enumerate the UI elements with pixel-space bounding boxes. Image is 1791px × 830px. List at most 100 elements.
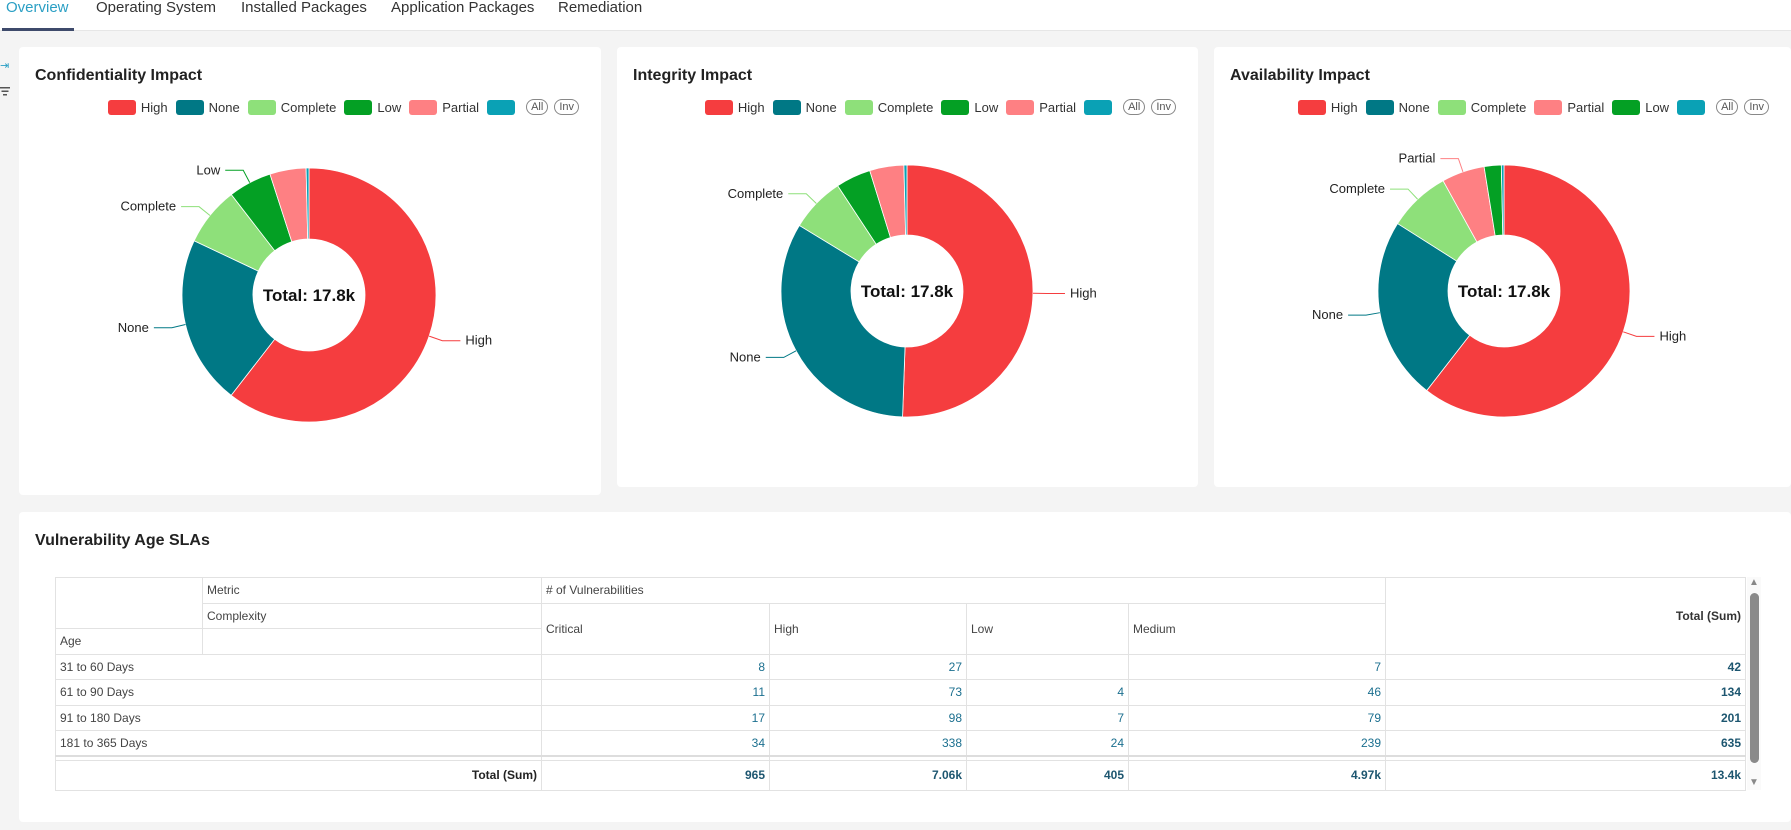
legend-label: Partial	[442, 99, 480, 115]
chart-legend: High None Complete Low Partial All Inv	[100, 99, 579, 115]
row-total-cell[interactable]: 134	[1385, 679, 1746, 706]
label-leader-line	[428, 335, 461, 342]
grand-total-cell[interactable]: 13.4k	[1385, 759, 1746, 791]
slice-high[interactable]	[230, 167, 437, 423]
legend-label: High	[737, 99, 765, 115]
legend-item[interactable]	[1677, 99, 1710, 115]
slice-other[interactable]	[305, 167, 310, 240]
legend-invert-button[interactable]: Inv	[554, 99, 579, 115]
expand-panel-icon[interactable]: ⇥	[0, 60, 10, 72]
scrollbar-thumb[interactable]	[1750, 593, 1759, 763]
legend-item[interactable]: None	[1365, 99, 1430, 115]
slice-label: Partial	[1399, 151, 1436, 166]
column-total-cell[interactable]: 405	[966, 759, 1129, 791]
value-cell[interactable]: 98	[769, 704, 967, 731]
sla-pivot-table: Metric # of Vulnerabilities Total (Sum) …	[55, 577, 1746, 791]
column-total-cell[interactable]: 7.06k	[769, 759, 967, 791]
legend-item[interactable]: Low	[1612, 99, 1669, 115]
scroll-up-icon[interactable]: ▲	[1749, 577, 1759, 588]
legend-invert-button[interactable]: Inv	[1151, 99, 1176, 115]
scroll-down-icon[interactable]: ▼	[1749, 777, 1759, 788]
value-cell[interactable]: 338	[769, 730, 967, 757]
legend-item[interactable]: Complete	[844, 99, 933, 115]
sla-title: Vulnerability Age SLAs	[35, 532, 210, 549]
value-cell[interactable]: 7	[966, 704, 1129, 731]
slice-none[interactable]	[1377, 223, 1471, 392]
row-total-cell[interactable]: 635	[1385, 730, 1746, 757]
legend-item[interactable]: High	[1297, 99, 1358, 115]
table-row: 31 to 60 Days 8 27 7 42	[55, 653, 1746, 680]
legend-item[interactable]: Partial	[409, 99, 480, 115]
corner-cell	[55, 577, 203, 629]
slice-other[interactable]	[1500, 164, 1505, 236]
value-cell[interactable]: 4	[966, 679, 1129, 706]
legend-item[interactable]: None	[175, 99, 240, 115]
value-cell[interactable]: 27	[769, 653, 967, 680]
col-header-critical[interactable]: Critical	[541, 602, 770, 655]
tab-application-packages[interactable]: Application Packages	[391, 0, 535, 16]
slice-none[interactable]	[780, 224, 906, 418]
legend-item[interactable]: Partial	[1006, 99, 1076, 115]
column-total-cell[interactable]: 965	[541, 759, 770, 791]
label-leader-line	[181, 206, 211, 216]
legend-swatch	[1534, 99, 1563, 115]
legend-item[interactable]: Complete	[247, 99, 336, 115]
value-cell[interactable]: 34	[541, 730, 770, 757]
age-cell: 61 to 90 Days	[55, 679, 542, 706]
slice-none[interactable]	[181, 240, 276, 396]
col-header-high[interactable]: High	[769, 602, 967, 655]
label-leader-line	[1348, 312, 1380, 316]
legend-invert-button[interactable]: Inv	[1744, 99, 1769, 115]
value-cell[interactable]: 11	[541, 679, 770, 706]
value-cell[interactable]: 17	[541, 704, 770, 731]
age-cell: 181 to 365 Days	[55, 730, 542, 757]
value-cell[interactable]: 46	[1128, 679, 1386, 706]
value-cell[interactable]: 239	[1128, 730, 1386, 757]
slice-other[interactable]	[903, 164, 908, 236]
legend-item[interactable]: None	[772, 99, 837, 115]
legend-item[interactable]: Low	[941, 99, 998, 115]
legend-select-all-button[interactable]: All	[1123, 99, 1146, 115]
legend-swatch	[941, 99, 970, 115]
slice-label: High	[465, 333, 492, 348]
slice-high[interactable]	[902, 164, 1034, 418]
table-scrollbar[interactable]: ▲ ▼	[1747, 577, 1761, 790]
legend-swatch	[1365, 99, 1394, 115]
column-total-cell[interactable]: 4.97k	[1128, 759, 1386, 791]
tab-installed-packages[interactable]: Installed Packages	[241, 0, 367, 16]
complexity-header: Complexity	[202, 602, 542, 629]
tab-operating-system[interactable]: Operating System	[96, 0, 217, 16]
legend-swatch	[1677, 99, 1706, 115]
legend-item[interactable]: High	[704, 99, 765, 115]
slice-label: None	[118, 320, 149, 335]
legend-item[interactable]	[487, 99, 520, 115]
value-cell[interactable]: 73	[769, 679, 967, 706]
col-header-medium[interactable]: Medium	[1128, 602, 1386, 655]
col-header-low[interactable]: Low	[966, 602, 1129, 655]
slice-high[interactable]	[1426, 164, 1631, 418]
age-header[interactable]: Age	[55, 628, 203, 655]
filter-icon[interactable]	[0, 86, 10, 99]
legend-item[interactable]: Complete	[1437, 99, 1526, 115]
legend-item[interactable]: High	[107, 99, 168, 115]
legend-select-all-button[interactable]: All	[526, 99, 549, 115]
tab-remediation[interactable]: Remediation	[558, 0, 643, 16]
value-cell[interactable]: 8	[541, 653, 770, 680]
legend-label: None	[1398, 99, 1430, 115]
row-total-cell[interactable]: 42	[1385, 653, 1746, 680]
value-cell[interactable]: 24	[966, 730, 1129, 757]
row-total-cell[interactable]: 201	[1385, 704, 1746, 731]
slice-label: None	[1312, 307, 1343, 322]
value-cell[interactable]: 79	[1128, 704, 1386, 731]
slice-label: High	[1659, 328, 1686, 343]
legend-item[interactable]: Partial	[1534, 99, 1604, 115]
tab-overview[interactable]: Overview	[6, 0, 69, 16]
legend-item[interactable]: Low	[344, 99, 401, 115]
legend-item[interactable]	[1084, 99, 1117, 115]
value-cell[interactable]: 7	[1128, 653, 1386, 680]
value-cell[interactable]	[966, 653, 1129, 680]
total-header[interactable]: Total (Sum)	[1385, 577, 1746, 655]
legend-select-all-button[interactable]: All	[1716, 99, 1739, 115]
age-cell: 91 to 180 Days	[55, 704, 542, 731]
chart-legend: High None Complete Low Partial All Inv	[697, 99, 1176, 115]
